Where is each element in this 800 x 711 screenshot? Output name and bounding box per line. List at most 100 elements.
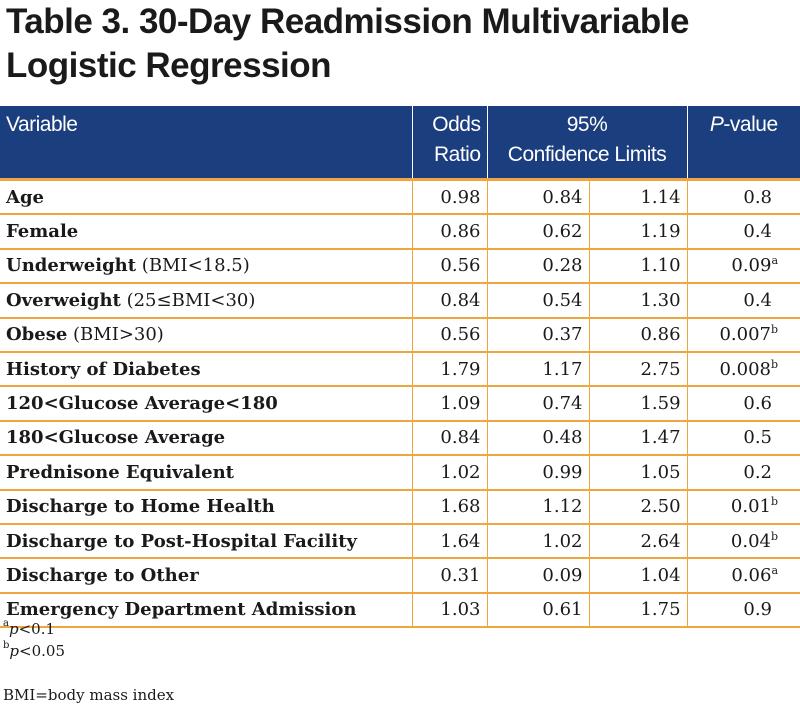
p-value-cell: 0.2 bbox=[686, 455, 800, 491]
p-value: 0.09 bbox=[731, 255, 772, 277]
variable-cell: Discharge to Home Health bbox=[0, 489, 412, 525]
footnotes: ap<0.1 bp<0.05 BMI=body mass index bbox=[3, 618, 174, 706]
lower-limit-cell: 0.99 bbox=[486, 455, 589, 491]
variable-qualifier: (BMI>30) bbox=[67, 324, 164, 346]
variable-cell: History of Diabetes bbox=[0, 351, 412, 388]
table-row: Discharge to Home Health 1.68 1.12 2.50 0.01… bbox=[0, 489, 800, 525]
upper-limit-cell: 1.04 bbox=[588, 558, 688, 594]
upper-limit-cell: 1.47 bbox=[588, 420, 688, 457]
table-row: Prednisone Equivalent 1.02 0.99 1.05 0.2 bbox=[0, 455, 800, 491]
variable-name: Female bbox=[6, 221, 79, 243]
lower-limit-cell: 1.17 bbox=[486, 351, 589, 388]
table-row: History of Diabetes 1.79 1.17 2.75 0.008b bbox=[0, 351, 800, 388]
p-value-cell: 0.01b bbox=[686, 489, 800, 525]
variable-cell: Emergency Department Admission bbox=[0, 592, 412, 629]
p-value: 0.6 bbox=[743, 393, 773, 415]
odds-ratio-cell: 0.31 bbox=[411, 558, 487, 594]
variable-cell: Overweight (25≤BMI<30) bbox=[0, 283, 412, 319]
variable-cell: 180<Glucose Average bbox=[0, 420, 412, 457]
odds-ratio-cell: 1.02 bbox=[411, 455, 487, 491]
lower-limit-cell: 0.74 bbox=[486, 386, 589, 422]
header-confidence-limits: 95% Confidence Limits bbox=[486, 106, 688, 180]
p-value-cell: 0.8 bbox=[686, 178, 800, 216]
odds-ratio-cell: 0.56 bbox=[411, 317, 487, 353]
table-row: Overweight (25≤BMI<30) 0.84 0.54 1.30 0.4 bbox=[0, 283, 800, 319]
p-value: 0.01 bbox=[730, 496, 771, 518]
table-row: Obese (BMI>30) 0.56 0.37 0.86 0.007b bbox=[0, 317, 800, 353]
table-row: Discharge to Post-Hospital Facility 1.64 1… bbox=[0, 523, 800, 560]
lower-limit-cell: 0.62 bbox=[486, 214, 589, 250]
odds-ratio-cell: 1.68 bbox=[411, 489, 487, 525]
lower-limit-cell: 0.28 bbox=[486, 248, 589, 285]
variable-name: Emergency Department Admission bbox=[6, 599, 357, 621]
p-value: 0.9 bbox=[743, 599, 773, 621]
table-row: Discharge to Other 0.31 0.09 1.04 0.06a bbox=[0, 558, 800, 594]
upper-limit-cell: 1.59 bbox=[588, 386, 688, 422]
p-value-cell: 0.5 bbox=[686, 420, 800, 457]
upper-limit-cell: 1.14 bbox=[588, 178, 688, 216]
lower-limit-cell: 0.09 bbox=[486, 558, 589, 594]
variable-cell: Prednisone Equivalent bbox=[0, 455, 412, 491]
upper-limit-cell: 2.75 bbox=[588, 351, 688, 388]
p-value-cell: 0.4 bbox=[686, 283, 800, 319]
variable-qualifier: (BMI<18.5) bbox=[136, 255, 250, 277]
lower-limit-cell: 1.02 bbox=[486, 523, 589, 560]
table-row: Female 0.86 0.62 1.19 0.4 bbox=[0, 214, 800, 250]
p-value: 0.007 bbox=[719, 324, 771, 346]
upper-limit-cell: 1.05 bbox=[588, 455, 688, 491]
table-row: 180<Glucose Average 0.84 0.48 1.47 0.5 bbox=[0, 420, 800, 457]
odds-ratio-cell: 0.84 bbox=[411, 283, 487, 319]
header-p-value: P-value bbox=[686, 106, 800, 180]
table-row: 120<Glucose Average<180 1.09 0.74 1.59 0.6 bbox=[0, 386, 800, 422]
p-value-cell: 0.4 bbox=[686, 214, 800, 250]
variable-name: Overweight bbox=[6, 289, 121, 311]
table-row: Emergency Department Admission 1.03 0.61 1.… bbox=[0, 592, 800, 629]
odds-ratio-cell: 1.79 bbox=[411, 351, 487, 388]
variable-name: Discharge to Other bbox=[6, 564, 199, 586]
lower-limit-cell: 0.48 bbox=[486, 420, 589, 457]
header-odds-ratio: Odds Ratio bbox=[411, 106, 487, 180]
variable-name: Prednisone Equivalent bbox=[6, 461, 234, 483]
p-value-cell: 0.09a bbox=[686, 248, 800, 285]
p-value: 0.5 bbox=[743, 427, 773, 449]
lower-limit-cell: 0.37 bbox=[486, 317, 589, 353]
significance-marker: a bbox=[771, 563, 779, 577]
p-value: 0.8 bbox=[743, 186, 773, 208]
lower-limit-cell: 0.54 bbox=[486, 283, 589, 319]
odds-ratio-cell: 0.86 bbox=[411, 214, 487, 250]
upper-limit-cell: 1.30 bbox=[588, 283, 688, 319]
variable-cell: Discharge to Post-Hospital Facility bbox=[0, 523, 412, 560]
significance-marker: b bbox=[770, 529, 779, 543]
variable-name: 120<Glucose Average<180 bbox=[6, 393, 278, 415]
variable-cell: Discharge to Other bbox=[0, 558, 412, 594]
odds-ratio-cell: 0.98 bbox=[411, 178, 487, 216]
variable-name: Discharge to Home Health bbox=[6, 496, 275, 518]
p-value: 0.4 bbox=[743, 289, 773, 311]
variable-name: History of Diabetes bbox=[6, 358, 201, 380]
upper-limit-cell: 0.86 bbox=[588, 317, 688, 353]
variable-cell: Female bbox=[0, 214, 412, 250]
significance-marker: a bbox=[771, 254, 779, 268]
p-value: 0.4 bbox=[743, 221, 773, 243]
significance-marker: b bbox=[770, 357, 779, 371]
upper-limit-cell: 1.10 bbox=[588, 248, 688, 285]
footnote-abbreviation: BMI=body mass index bbox=[3, 686, 175, 704]
odds-ratio-cell: 1.03 bbox=[411, 592, 487, 629]
odds-ratio-cell: 1.09 bbox=[411, 386, 487, 422]
p-value-cell: 0.008b bbox=[686, 351, 800, 388]
odds-ratio-cell: 0.84 bbox=[411, 420, 487, 457]
variable-cell: Age bbox=[0, 178, 412, 216]
variable-cell: Underweight (BMI<18.5) bbox=[0, 248, 412, 285]
upper-limit-cell: 2.64 bbox=[588, 523, 688, 560]
variable-cell: 120<Glucose Average<180 bbox=[0, 386, 412, 422]
p-value-cell: 0.06a bbox=[686, 558, 800, 594]
table-row: Age 0.98 0.84 1.14 0.8 bbox=[0, 178, 800, 216]
footnote-a: ap<0.1 bbox=[3, 618, 56, 639]
variable-name: Discharge to Post-Hospital Facility bbox=[6, 530, 357, 552]
footnote-b: bp<0.05 bbox=[3, 640, 65, 661]
variable-cell: Obese (BMI>30) bbox=[0, 317, 412, 353]
table-header: Variable Odds Ratio 95% Confidence Limits … bbox=[0, 106, 800, 180]
variable-name: Age bbox=[6, 186, 45, 208]
p-value-cell: 0.007b bbox=[686, 317, 800, 353]
p-value: 0.008 bbox=[719, 358, 771, 380]
